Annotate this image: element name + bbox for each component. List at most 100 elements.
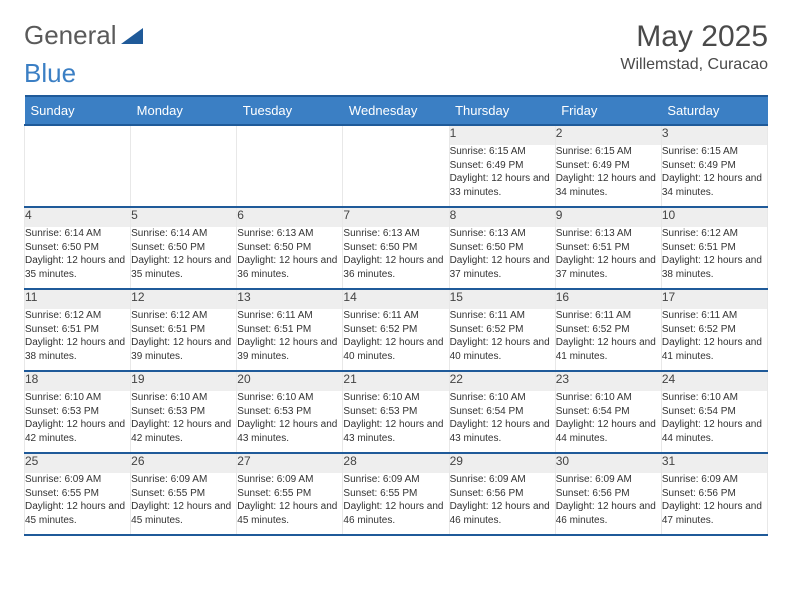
day-number-cell: 16 xyxy=(555,289,661,309)
day-detail-cell: Sunrise: 6:10 AMSunset: 6:54 PMDaylight:… xyxy=(449,391,555,453)
detail-row: Sunrise: 6:14 AMSunset: 6:50 PMDaylight:… xyxy=(25,227,768,289)
logo-word2: Blue xyxy=(24,58,76,88)
daylight-line: Daylight: 12 hours and 41 minutes. xyxy=(662,336,767,363)
day-number-cell xyxy=(131,125,237,145)
sunset-line: Sunset: 6:53 PM xyxy=(237,405,342,419)
sunrise-line: Sunrise: 6:09 AM xyxy=(237,473,342,487)
sunset-line: Sunset: 6:50 PM xyxy=(25,241,130,255)
day-detail-cell xyxy=(343,145,449,207)
day-detail-cell: Sunrise: 6:11 AMSunset: 6:52 PMDaylight:… xyxy=(661,309,767,371)
sunset-line: Sunset: 6:54 PM xyxy=(556,405,661,419)
day-detail-cell: Sunrise: 6:10 AMSunset: 6:53 PMDaylight:… xyxy=(131,391,237,453)
sunset-line: Sunset: 6:54 PM xyxy=(450,405,555,419)
sunrise-line: Sunrise: 6:10 AM xyxy=(450,391,555,405)
day-detail-cell xyxy=(131,145,237,207)
sunset-line: Sunset: 6:53 PM xyxy=(343,405,448,419)
day-detail-cell: Sunrise: 6:12 AMSunset: 6:51 PMDaylight:… xyxy=(25,309,131,371)
day-number-cell: 25 xyxy=(25,453,131,473)
sunset-line: Sunset: 6:51 PM xyxy=(662,241,767,255)
day-detail-cell: Sunrise: 6:15 AMSunset: 6:49 PMDaylight:… xyxy=(555,145,661,207)
daylight-line: Daylight: 12 hours and 33 minutes. xyxy=(450,172,555,199)
sunrise-line: Sunrise: 6:15 AM xyxy=(556,145,661,159)
sunrise-line: Sunrise: 6:10 AM xyxy=(131,391,236,405)
daynum-row: 11121314151617 xyxy=(25,289,768,309)
calendar-table: Sunday Monday Tuesday Wednesday Thursday… xyxy=(24,95,768,536)
sunrise-line: Sunrise: 6:15 AM xyxy=(662,145,767,159)
daylight-line: Daylight: 12 hours and 46 minutes. xyxy=(450,500,555,527)
day-detail-cell: Sunrise: 6:11 AMSunset: 6:52 PMDaylight:… xyxy=(555,309,661,371)
detail-row: Sunrise: 6:12 AMSunset: 6:51 PMDaylight:… xyxy=(25,309,768,371)
daylight-line: Daylight: 12 hours and 47 minutes. xyxy=(662,500,767,527)
day-number-cell: 1 xyxy=(449,125,555,145)
sunset-line: Sunset: 6:55 PM xyxy=(25,487,130,501)
daylight-line: Daylight: 12 hours and 36 minutes. xyxy=(343,254,448,281)
day-number-cell xyxy=(343,125,449,145)
day-number-cell: 31 xyxy=(661,453,767,473)
daylight-line: Daylight: 12 hours and 45 minutes. xyxy=(131,500,236,527)
sunset-line: Sunset: 6:50 PM xyxy=(450,241,555,255)
day-number-cell: 18 xyxy=(25,371,131,391)
daylight-line: Daylight: 12 hours and 37 minutes. xyxy=(450,254,555,281)
day-number-cell: 13 xyxy=(237,289,343,309)
sunset-line: Sunset: 6:49 PM xyxy=(450,159,555,173)
day-detail-cell: Sunrise: 6:11 AMSunset: 6:52 PMDaylight:… xyxy=(449,309,555,371)
day-number-cell: 14 xyxy=(343,289,449,309)
daylight-line: Daylight: 12 hours and 38 minutes. xyxy=(25,336,130,363)
page-title: May 2025 xyxy=(620,20,768,54)
sunrise-line: Sunrise: 6:11 AM xyxy=(662,309,767,323)
daynum-row: 45678910 xyxy=(25,207,768,227)
day-detail-cell: Sunrise: 6:12 AMSunset: 6:51 PMDaylight:… xyxy=(131,309,237,371)
daylight-line: Daylight: 12 hours and 42 minutes. xyxy=(25,418,130,445)
sunset-line: Sunset: 6:55 PM xyxy=(237,487,342,501)
day-detail-cell: Sunrise: 6:09 AMSunset: 6:56 PMDaylight:… xyxy=(449,473,555,535)
day-detail-cell: Sunrise: 6:13 AMSunset: 6:50 PMDaylight:… xyxy=(449,227,555,289)
sunset-line: Sunset: 6:51 PM xyxy=(131,323,236,337)
sunset-line: Sunset: 6:51 PM xyxy=(237,323,342,337)
sunset-line: Sunset: 6:50 PM xyxy=(343,241,448,255)
day-detail-cell: Sunrise: 6:11 AMSunset: 6:51 PMDaylight:… xyxy=(237,309,343,371)
daylight-line: Daylight: 12 hours and 42 minutes. xyxy=(131,418,236,445)
sunset-line: Sunset: 6:52 PM xyxy=(662,323,767,337)
day-number-cell: 11 xyxy=(25,289,131,309)
sunrise-line: Sunrise: 6:09 AM xyxy=(556,473,661,487)
daylight-line: Daylight: 12 hours and 36 minutes. xyxy=(237,254,342,281)
sunrise-line: Sunrise: 6:13 AM xyxy=(343,227,448,241)
daylight-line: Daylight: 12 hours and 39 minutes. xyxy=(131,336,236,363)
day-detail-cell: Sunrise: 6:10 AMSunset: 6:53 PMDaylight:… xyxy=(237,391,343,453)
sunset-line: Sunset: 6:56 PM xyxy=(450,487,555,501)
weekday-header: Thursday xyxy=(449,96,555,125)
day-number-cell: 30 xyxy=(555,453,661,473)
day-number-cell: 17 xyxy=(661,289,767,309)
day-number-cell: 23 xyxy=(555,371,661,391)
day-detail-cell xyxy=(25,145,131,207)
day-detail-cell: Sunrise: 6:10 AMSunset: 6:54 PMDaylight:… xyxy=(661,391,767,453)
daylight-line: Daylight: 12 hours and 39 minutes. xyxy=(237,336,342,363)
sunset-line: Sunset: 6:53 PM xyxy=(131,405,236,419)
sunrise-line: Sunrise: 6:13 AM xyxy=(237,227,342,241)
sunrise-line: Sunrise: 6:11 AM xyxy=(450,309,555,323)
day-detail-cell: Sunrise: 6:09 AMSunset: 6:55 PMDaylight:… xyxy=(131,473,237,535)
detail-row: Sunrise: 6:10 AMSunset: 6:53 PMDaylight:… xyxy=(25,391,768,453)
day-detail-cell: Sunrise: 6:12 AMSunset: 6:51 PMDaylight:… xyxy=(661,227,767,289)
sunrise-line: Sunrise: 6:12 AM xyxy=(131,309,236,323)
daylight-line: Daylight: 12 hours and 43 minutes. xyxy=(237,418,342,445)
sunrise-line: Sunrise: 6:11 AM xyxy=(237,309,342,323)
sunset-line: Sunset: 6:52 PM xyxy=(450,323,555,337)
day-number-cell: 9 xyxy=(555,207,661,227)
day-detail-cell: Sunrise: 6:10 AMSunset: 6:53 PMDaylight:… xyxy=(343,391,449,453)
sunrise-line: Sunrise: 6:11 AM xyxy=(343,309,448,323)
day-detail-cell: Sunrise: 6:09 AMSunset: 6:55 PMDaylight:… xyxy=(25,473,131,535)
sunset-line: Sunset: 6:51 PM xyxy=(556,241,661,255)
day-detail-cell: Sunrise: 6:11 AMSunset: 6:52 PMDaylight:… xyxy=(343,309,449,371)
daylight-line: Daylight: 12 hours and 38 minutes. xyxy=(662,254,767,281)
day-detail-cell: Sunrise: 6:13 AMSunset: 6:51 PMDaylight:… xyxy=(555,227,661,289)
day-number-cell: 10 xyxy=(661,207,767,227)
sunset-line: Sunset: 6:50 PM xyxy=(131,241,236,255)
weekday-header: Tuesday xyxy=(237,96,343,125)
day-detail-cell: Sunrise: 6:10 AMSunset: 6:54 PMDaylight:… xyxy=(555,391,661,453)
weekday-header: Wednesday xyxy=(343,96,449,125)
day-detail-cell: Sunrise: 6:15 AMSunset: 6:49 PMDaylight:… xyxy=(449,145,555,207)
daylight-line: Daylight: 12 hours and 40 minutes. xyxy=(343,336,448,363)
logo-word1: General xyxy=(24,20,117,51)
weekday-header: Monday xyxy=(131,96,237,125)
